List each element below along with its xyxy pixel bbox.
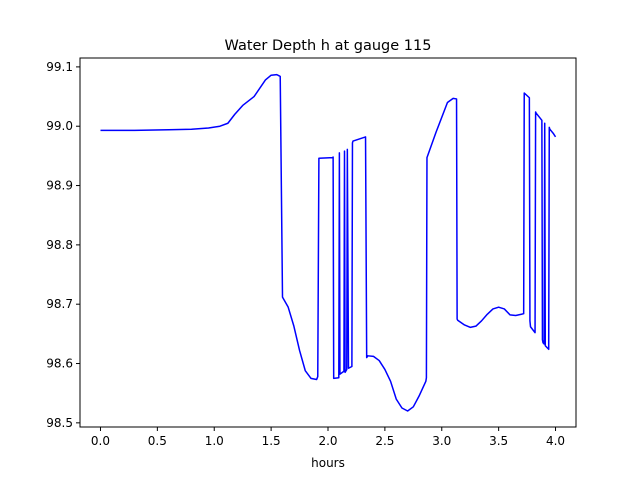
x-tick-label: 0.0 (91, 434, 110, 448)
plot-area (100, 73, 557, 412)
y-axis-ticks: 98.5 98.6 98.7 98.8 98.9 99.0 99.1 (46, 60, 80, 430)
y-tick-label: 98.7 (46, 297, 73, 311)
x-tick-label: 2.5 (375, 434, 394, 448)
x-tick-label: 1.5 (262, 434, 281, 448)
x-axis-ticks: 0.0 0.5 1.0 1.5 2.0 2.5 3.0 3.5 4.0 (91, 427, 565, 448)
y-tick-label: 98.6 (46, 357, 73, 371)
y-tick-label: 98.9 (46, 179, 73, 193)
x-tick-label: 0.5 (148, 434, 167, 448)
x-tick-label: 3.5 (489, 434, 508, 448)
axes-frame (79, 57, 577, 428)
x-tick-label: 2.0 (318, 434, 337, 448)
series-line-0 (100, 73, 557, 412)
y-tick-label: 98.8 (46, 238, 73, 252)
y-tick-label: 99.1 (46, 60, 73, 74)
x-axis-label: hours (311, 456, 345, 470)
x-tick-label: 1.0 (205, 434, 224, 448)
y-tick-label: 99.0 (46, 119, 73, 133)
chart-title: Water Depth h at gauge 115 (225, 38, 432, 54)
y-tick-label: 98.5 (46, 416, 73, 430)
x-tick-label: 4.0 (546, 434, 565, 448)
x-tick-label: 3.0 (432, 434, 451, 448)
